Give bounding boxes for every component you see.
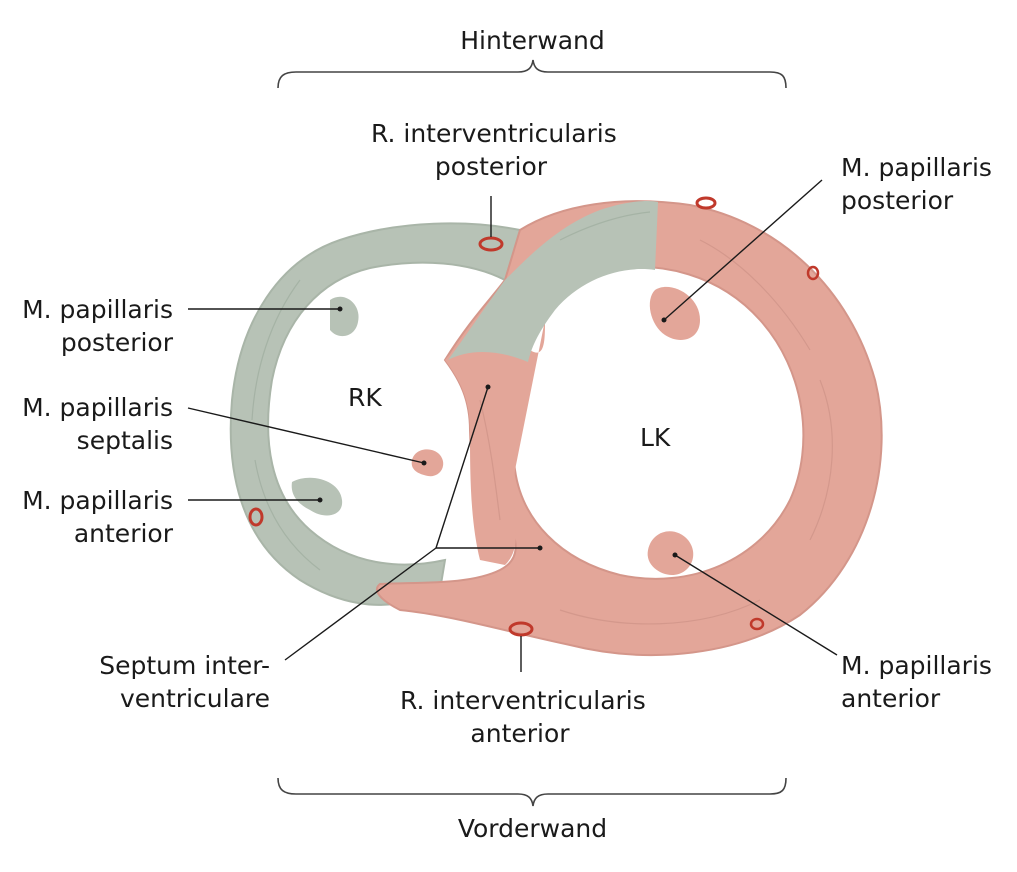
brace-hinterwand	[277, 59, 787, 89]
label-septum-interventriculare: Septum inter- ventriculare	[99, 651, 270, 713]
label-m-papillaris-posterior-lv: M. papillaris posterior	[841, 153, 992, 215]
leader-septum-2	[435, 386, 489, 549]
label-r-interventricularis-posterior: R. interventricularis posterior	[371, 119, 617, 181]
label-vorderwand: Vorderwand	[457, 814, 608, 843]
vessel-left	[248, 507, 264, 527]
lv-papillary-anterior	[647, 531, 694, 575]
rv-papillary-septalis	[411, 449, 444, 477]
vessel-top-right	[695, 196, 717, 210]
label-m-papillaris-posterior-rv: M. papillaris posterior	[22, 295, 173, 357]
rv-papillary-anterior	[291, 477, 343, 516]
label-m-papillaris-anterior-rv: M. papillaris anterior	[22, 486, 173, 548]
leader-mpa-right	[674, 554, 838, 656]
brace-vorderwand	[277, 777, 787, 807]
rv-papillary-posterior	[330, 296, 359, 337]
label-m-papillaris-septalis: M. papillaris septalis	[22, 393, 173, 455]
label-rk: RK	[348, 383, 382, 412]
leader-dots	[317, 306, 678, 558]
leader-septum-1	[284, 547, 437, 661]
vessel-r-interventricularis-posterior	[478, 236, 504, 252]
label-hinterwand: Hinterwand	[460, 26, 605, 55]
vessel-bottom-right	[749, 617, 765, 631]
label-r-interventricularis-anterior: R. interventricularis anterior	[400, 686, 646, 748]
muscle-texture-rv	[251, 211, 651, 571]
vessel-r-interventricularis-anterior	[508, 621, 534, 637]
label-lk: LK	[640, 423, 671, 452]
leader-lines	[187, 179, 838, 672]
leader-mps	[187, 407, 425, 464]
leader-mpp-right	[663, 179, 823, 321]
muscle-texture	[479, 239, 833, 625]
interventricular-septum	[445, 320, 545, 565]
label-m-papillaris-anterior-lv: M. papillaris anterior	[841, 651, 992, 713]
septum-upper-green	[448, 200, 658, 362]
vessel-right	[806, 265, 820, 281]
